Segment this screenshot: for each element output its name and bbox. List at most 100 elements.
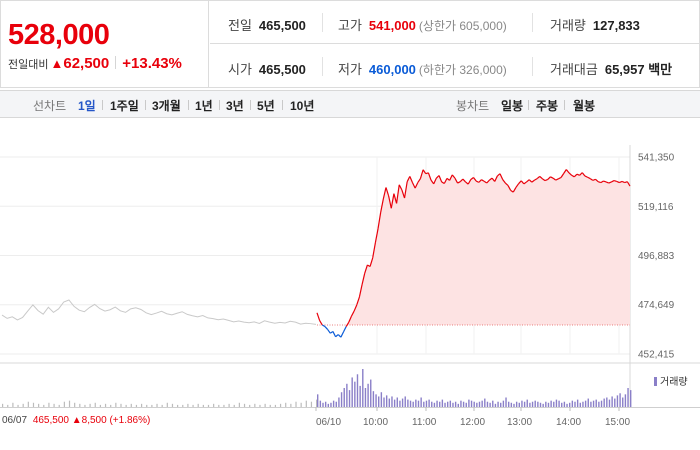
volume-bar <box>391 396 393 407</box>
volume-bar <box>441 399 444 407</box>
today-price-segment <box>390 193 395 209</box>
stat-label: 저가 <box>338 62 362 77</box>
candle-daily-button[interactable]: 일봉 <box>501 99 524 113</box>
volume-bar <box>213 403 215 407</box>
period-5y-button[interactable]: 5년 <box>257 99 275 113</box>
period-1y-button[interactable]: 1년 <box>195 99 213 113</box>
today-price-segment <box>571 174 575 178</box>
volume-bar <box>238 402 240 407</box>
today-price-segment <box>414 182 419 189</box>
volume-bar <box>115 402 117 407</box>
volume-bar <box>478 401 481 407</box>
volume-bar <box>324 401 327 407</box>
volume-bar <box>489 402 491 407</box>
volume-bar <box>500 402 502 407</box>
today-price-segment <box>409 176 414 183</box>
volume-bar <box>372 391 375 407</box>
stat-prev-close: 전일 465,500 <box>228 15 306 34</box>
volume-bar <box>393 399 396 407</box>
volume-bar <box>473 401 475 407</box>
period-3y-button[interactable]: 3년 <box>226 99 244 113</box>
volume-bar <box>486 401 489 407</box>
today-price-segment <box>502 179 506 184</box>
today-price-segment <box>547 176 551 180</box>
volume-bar <box>285 402 287 407</box>
today-price-segment <box>555 178 559 181</box>
today-price-segment <box>327 329 331 334</box>
volume-bar <box>327 403 330 407</box>
y-tick-label: 496,883 <box>638 251 675 262</box>
volume-bar <box>465 402 467 407</box>
today-price-segment <box>587 176 591 180</box>
volume-bar <box>497 401 499 407</box>
today-price-segment <box>438 175 443 183</box>
today-price-segment <box>411 182 416 189</box>
today-price-segment <box>613 180 617 183</box>
intraday-price-chart[interactable]: 541,350 519,116 496,883 474,649 452,415 06/1… <box>0 145 700 430</box>
volume-bar <box>140 403 143 407</box>
candle-chart-label: 봉차트 <box>456 99 490 113</box>
today-price-segment <box>324 326 329 330</box>
volume-bar <box>622 397 624 407</box>
stat-label: 전일 <box>228 18 252 33</box>
volume-bar <box>254 403 256 407</box>
volume-bar <box>590 401 592 407</box>
candle-weekly-button[interactable]: 주봉 <box>536 99 559 113</box>
today-price-segment <box>449 174 453 181</box>
volume-bar <box>375 394 377 407</box>
volume-bar <box>470 400 473 407</box>
period-1w-button[interactable]: 1주일 <box>110 99 139 113</box>
today-price-segment <box>563 169 567 174</box>
stats-row-2: 시가 465,500 저가 460,000 (하한가 326,000) 거래대금 65,… <box>210 45 700 88</box>
price-summary-panel: 528,000 전일대비 ▲62,500 +13.43% 전일 465,500 고가 5… <box>0 0 700 88</box>
divider <box>102 100 103 110</box>
today-price-segment <box>528 179 533 183</box>
today-price-segment <box>374 228 379 243</box>
volume-bar <box>420 397 422 407</box>
today-price-segment <box>539 175 543 180</box>
period-1d-button[interactable]: 1일 <box>78 99 96 113</box>
candle-monthly-button[interactable]: 월봉 <box>573 99 596 113</box>
volume-bar <box>343 388 345 407</box>
today-price-segment <box>451 174 456 179</box>
today-price-segment <box>406 176 411 182</box>
volume-bar <box>436 400 438 407</box>
today-price-segment <box>393 193 398 204</box>
price-fill-area <box>346 169 630 327</box>
today-price-segment <box>372 242 376 259</box>
volume-bar <box>223 404 225 407</box>
volume-bar <box>531 401 534 407</box>
volume-bar <box>433 402 436 407</box>
volume-bar <box>68 400 71 407</box>
volume-bar <box>627 388 629 407</box>
x-tick-label: 10:00 <box>363 417 388 428</box>
today-price-segment <box>565 169 570 174</box>
x-tick-label: 11:00 <box>412 417 437 428</box>
today-price-segment <box>467 179 472 185</box>
volume-bar <box>481 400 483 407</box>
volume-bar <box>505 397 507 407</box>
today-price-segment <box>454 177 459 184</box>
volume-bar <box>417 400 420 407</box>
volume-bar <box>431 401 433 407</box>
volume-bar <box>446 401 449 407</box>
volume-bar <box>425 400 428 407</box>
stat-label: 시가 <box>228 62 252 77</box>
period-10y-button[interactable]: 10년 <box>290 99 315 113</box>
today-price-segment <box>364 264 368 274</box>
today-price-segment <box>427 172 432 181</box>
volume-bar <box>457 403 459 407</box>
period-3m-button[interactable]: 3개월 <box>152 99 181 113</box>
volume-bar <box>22 403 24 407</box>
volume-bar <box>356 374 359 407</box>
volume-bar <box>515 401 518 407</box>
volume-bar <box>370 379 372 407</box>
volume-bar <box>409 400 412 407</box>
today-price-segment <box>603 180 607 183</box>
today-price-segment <box>345 321 350 327</box>
volume-bar <box>439 401 441 407</box>
today-price-segment <box>494 175 498 182</box>
today-price-segment <box>600 180 604 184</box>
volume-bar <box>79 403 81 407</box>
divider <box>322 13 323 32</box>
